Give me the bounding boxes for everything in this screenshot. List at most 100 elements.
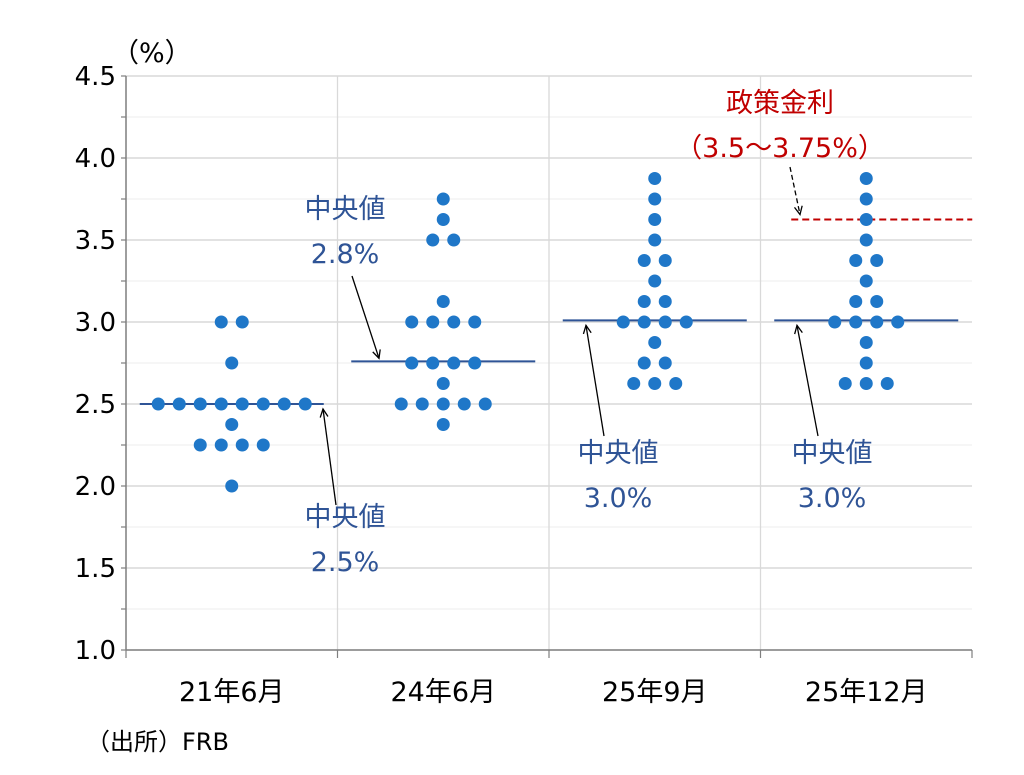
annotations: 中央値 2.5% 中央値 2.8% 中央値 3.0% 中央値 3.0% 政策金利 （3.5～3.7…: [305, 88, 885, 578]
dot-25-12-: [859, 274, 873, 288]
dot-25-9-: [616, 315, 630, 329]
dot-25-9-: [658, 315, 672, 329]
dot-25-9-: [637, 295, 651, 308]
dot-24-6-: [447, 315, 461, 329]
dots: [151, 172, 905, 493]
dot-25-12-: [880, 377, 894, 390]
dot-21-6-: [151, 397, 165, 411]
annotation-title: 中央値: [578, 438, 659, 469]
x-category-label: 25年12月: [805, 677, 928, 708]
dot-21-6-: [193, 397, 207, 411]
median-arrow-25-9-: [582, 323, 605, 437]
dot-24-6-: [394, 397, 408, 411]
median-arrow-21-6-: [319, 407, 337, 506]
dot-24-6-: [436, 397, 450, 411]
arrow-head: [794, 323, 803, 335]
dot-24-6-: [426, 233, 440, 247]
arrow-shaft: [796, 325, 819, 437]
dot-24-6-: [436, 295, 450, 308]
dot-24-6-: [468, 315, 482, 329]
dot-25-9-: [658, 295, 672, 308]
dot-25-12-: [859, 233, 873, 247]
dot-21-6-: [256, 438, 270, 452]
y-tick-label: 3.0: [75, 308, 116, 338]
dot-21-6-: [256, 397, 270, 411]
annotation-value: （3.5～3.75%）: [675, 133, 885, 164]
dot-21-6-: [214, 438, 228, 452]
dot-25-9-: [679, 315, 693, 329]
x-category-labels: 21年6月 24年6月 25年9月 25年12月: [179, 677, 928, 708]
source-note: （出所）FRB: [86, 728, 229, 756]
dot-24-6-: [436, 213, 450, 226]
y-tick-label: 4.5: [75, 62, 116, 92]
dot-21-6-: [235, 315, 249, 329]
arrow-shaft: [789, 166, 801, 215]
dot-25-9-: [669, 377, 683, 390]
dot-24-6-: [405, 315, 419, 329]
y-tick-label: 3.5: [75, 226, 116, 256]
dot-25-9-: [648, 274, 662, 288]
dot-25-12-: [859, 213, 873, 226]
dot-25-12-: [870, 295, 884, 308]
dot-24-6-: [468, 356, 482, 370]
dot-25-9-: [637, 356, 651, 370]
unit-label: （%）: [112, 38, 192, 69]
dot-24-6-: [478, 397, 492, 411]
dot-25-9-: [637, 315, 651, 329]
y-tick-label: 1.5: [75, 554, 116, 584]
dot-25-12-: [859, 192, 873, 206]
dot-24-6-: [436, 377, 450, 390]
median-lines: [139, 319, 959, 405]
dot-25-12-: [859, 172, 873, 185]
dot-25-12-: [849, 295, 863, 308]
arrow-shaft: [351, 275, 380, 359]
dot-24-6-: [447, 233, 461, 247]
dot-25-12-: [870, 254, 884, 267]
policy-rate-arrow: [789, 166, 803, 216]
dot-25-9-: [658, 356, 672, 370]
arrow-head: [319, 407, 329, 418]
dot-21-6-: [298, 397, 312, 411]
arrow-shaft: [585, 325, 605, 437]
annotation-value: 3.0%: [798, 483, 867, 514]
dot-21-6-: [193, 438, 207, 452]
dot-25-12-: [859, 336, 873, 349]
median-annotation-21-6-: 中央値 2.5%: [305, 502, 386, 578]
dot-25-9-: [648, 172, 662, 185]
dot-21-6-: [277, 397, 291, 411]
dot-25-12-: [859, 356, 873, 370]
dot-24-6-: [405, 356, 419, 370]
annotation-title: 政策金利: [726, 88, 834, 119]
dot-25-12-: [859, 377, 873, 390]
dot-24-6-: [457, 397, 471, 411]
x-category-label: 24年6月: [390, 677, 496, 708]
policy-rate-annotation: 政策金利 （3.5～3.75%）: [675, 88, 885, 164]
dot-25-12-: [870, 315, 884, 329]
dot-21-6-: [214, 315, 228, 329]
annotation-title: 中央値: [305, 502, 386, 533]
median-annotation-25-12-: 中央値 3.0%: [792, 438, 873, 514]
arrow-head: [582, 323, 592, 335]
median-arrow-24-6-: [351, 275, 381, 360]
dot-21-6-: [235, 397, 249, 411]
dot-25-12-: [849, 315, 863, 329]
dot-24-6-: [436, 418, 450, 431]
dot-24-6-: [415, 397, 429, 411]
dot-25-9-: [648, 336, 662, 349]
dot-25-9-: [648, 192, 662, 206]
y-tick-label: 2.0: [75, 472, 116, 502]
x-category-label: 25年9月: [602, 677, 708, 708]
dot-21-6-: [225, 479, 239, 493]
dot-25-12-: [891, 315, 905, 329]
median-arrow-25-12-: [794, 323, 819, 437]
annotation-value: 2.5%: [311, 547, 380, 578]
dot-21-6-: [214, 397, 228, 411]
dot-25-9-: [648, 377, 662, 390]
dot-25-9-: [658, 254, 672, 267]
dot-25-9-: [648, 233, 662, 247]
dot-24-6-: [436, 192, 450, 206]
dot-25-12-: [838, 377, 852, 390]
median-annotation-25-9-: 中央値 3.0%: [578, 438, 659, 514]
dot-25-9-: [637, 254, 651, 267]
y-tick-label: 2.5: [75, 390, 116, 420]
